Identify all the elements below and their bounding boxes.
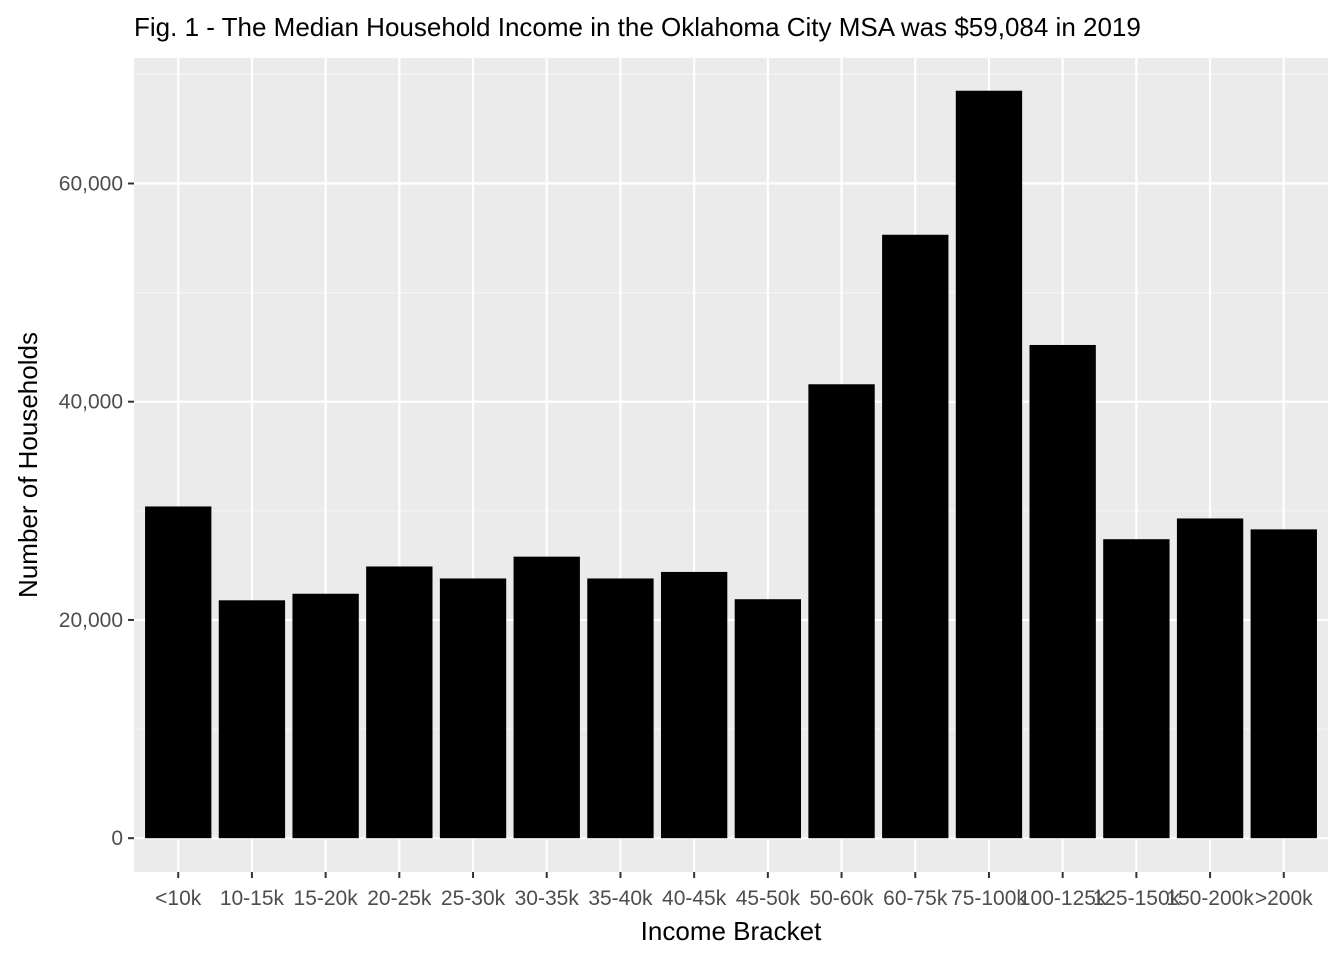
- x-tick-label: 20-25k: [367, 887, 432, 910]
- y-tick-label: 0: [111, 827, 123, 850]
- bar-4: [439, 578, 507, 839]
- x-tick-label: 15-20k: [294, 887, 359, 910]
- bar-10: [882, 234, 949, 839]
- bar-6: [587, 578, 654, 839]
- y-tick-label: 60,000: [59, 172, 123, 195]
- bar-3: [366, 566, 433, 839]
- x-tick-label: 125-150k: [1093, 887, 1181, 910]
- bars: [145, 90, 1317, 839]
- x-tick-label: <10k: [155, 887, 202, 910]
- bar-8: [734, 599, 802, 839]
- y-axis: 0 20,000 40,000 60,000: [59, 172, 134, 850]
- y-tick-label: 40,000: [59, 391, 123, 414]
- y-tick-label: 20,000: [59, 609, 123, 632]
- x-tick-label: 45-50k: [736, 887, 801, 910]
- x-tick-label: 40-45k: [662, 887, 727, 910]
- bar-9: [808, 384, 875, 839]
- x-tick-label: >200k: [1255, 887, 1313, 910]
- chart-title: Fig. 1 - The Median Household Income in …: [134, 12, 1141, 42]
- y-axis-title: Number of Households: [13, 332, 43, 598]
- bar-12: [1029, 344, 1096, 839]
- bar-2: [292, 593, 359, 839]
- x-tick-label: 60-75k: [883, 887, 948, 910]
- x-tick-label: 35-40k: [588, 887, 653, 910]
- bar-7: [660, 571, 728, 839]
- bar-11: [955, 90, 1023, 839]
- x-tick-label: 100-125k: [1019, 887, 1107, 910]
- bar-1: [218, 600, 286, 839]
- x-tick-label: 25-30k: [441, 887, 506, 910]
- x-tick-label: 50-60k: [809, 887, 874, 910]
- bar-15: [1250, 529, 1317, 839]
- x-tick-label: 30-35k: [515, 887, 580, 910]
- x-axis-title: Income Bracket: [641, 916, 822, 946]
- x-tick-label: 10-15k: [220, 887, 285, 910]
- x-tick-label: 150-200k: [1166, 887, 1254, 910]
- x-axis: <10k 10-15k 15-20k 20-25k 25-30k 30-35k 35-40k…: [155, 872, 1313, 910]
- bar-5: [513, 556, 580, 839]
- x-tick-label: 75-100k: [951, 887, 1027, 910]
- bar-13: [1103, 539, 1170, 839]
- bar-14: [1176, 518, 1244, 839]
- bar-0: [145, 506, 212, 839]
